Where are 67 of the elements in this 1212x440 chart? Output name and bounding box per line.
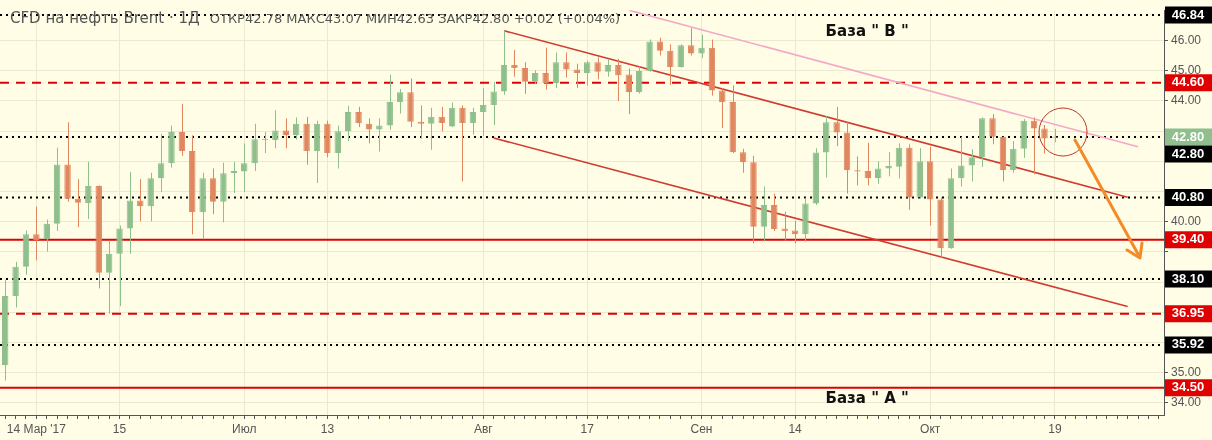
candlestick: [33, 206, 40, 261]
annotation: База " B ": [825, 22, 909, 41]
candlestick: [874, 160, 882, 185]
x-tick-label: Окт: [920, 421, 941, 436]
candlestick: [573, 63, 581, 89]
ref-line-label: 34.50: [1171, 379, 1205, 395]
candlestick: [137, 178, 144, 222]
x-tick-label: 14 Мар '17: [6, 421, 67, 436]
candlestick: [833, 106, 840, 147]
x-tick-label: 19: [1048, 421, 1062, 436]
candlestick: [428, 107, 435, 151]
candlestick: [355, 106, 362, 128]
y-tick-label: 34.00: [1171, 395, 1202, 410]
x-tick-label: Авг: [473, 421, 494, 436]
x-tick-label: 14: [788, 421, 803, 436]
candlestick: [469, 107, 477, 136]
candlestick: [85, 161, 92, 220]
ref-line-label: 35.92: [1171, 336, 1205, 352]
candlestick: [490, 81, 497, 126]
chart-subtitle: ОТКР42.78 МАКС43.07 МИН42.63 ЗАКР42.80 +0.02 (+0.04%): [209, 11, 621, 26]
candlestick: [958, 136, 965, 188]
y-tick-label: 46.00: [1171, 32, 1202, 47]
candlestick: [178, 103, 186, 157]
candlestick: [542, 47, 549, 91]
candlestick: [771, 193, 778, 232]
candlestick: [594, 56, 601, 80]
y-tick-label: 44.00: [1171, 93, 1202, 108]
x-tick-label: 13: [320, 421, 335, 436]
candlestick: [480, 87, 487, 137]
text: 42.80: [1171, 128, 1205, 144]
ref-line-label: 46.84: [1171, 6, 1206, 22]
chart-title: CFD на нефть Brent · 1Д: [10, 9, 200, 27]
y-tick-label: 45.00: [1171, 62, 1202, 77]
candlestick: [739, 148, 747, 174]
candlestick: [459, 104, 466, 182]
candlestick: [719, 87, 726, 129]
candlestick: [396, 88, 404, 115]
candlestick: [698, 34, 705, 59]
candlestick: [667, 43, 674, 86]
candlestick: [989, 113, 996, 145]
ref-line-label: 36.95: [1171, 305, 1205, 321]
x-tick-label: Июл: [232, 421, 257, 436]
candlestick: [677, 43, 684, 69]
candlestick: [438, 106, 445, 132]
candlestick: [511, 49, 518, 78]
candlestick: [1010, 140, 1017, 174]
ref-line-label: 38.10: [1171, 270, 1205, 286]
candlestick: [282, 117, 290, 149]
candlestick: [251, 123, 258, 172]
ref-line-label: 44.60: [1171, 74, 1205, 90]
y-tick-label: 40.00: [1171, 213, 1202, 228]
annotation: База " A ": [825, 388, 909, 407]
ref-line-label: 40.80: [1171, 189, 1205, 205]
ref-line-label: 39.40: [1171, 231, 1205, 247]
ref-line-label: 42.80: [1171, 145, 1205, 161]
candlestick: [272, 109, 279, 149]
candlestick: [563, 51, 570, 79]
candlestick: [1041, 124, 1048, 155]
x-tick-label: Сен: [690, 421, 713, 436]
y-tick-label: 35.00: [1171, 365, 1202, 380]
x-tick-label: 17: [580, 421, 595, 436]
x-tick-label: 15: [112, 421, 127, 436]
candlestick: [615, 58, 622, 102]
candlestick: [583, 60, 591, 87]
candlestick: [334, 125, 341, 169]
candlestick: [791, 220, 799, 244]
candlestick: [157, 133, 165, 193]
